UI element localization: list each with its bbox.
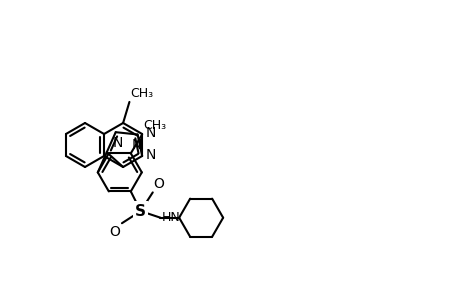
Text: HN: HN bbox=[161, 211, 180, 224]
Text: N: N bbox=[112, 136, 123, 150]
Text: CH₃: CH₃ bbox=[143, 119, 166, 133]
Text: CH₃: CH₃ bbox=[130, 87, 153, 100]
Text: N: N bbox=[145, 126, 155, 140]
Text: N: N bbox=[131, 139, 141, 152]
Text: O: O bbox=[153, 177, 164, 191]
Text: O: O bbox=[109, 225, 120, 239]
Text: N: N bbox=[145, 148, 155, 162]
Text: S: S bbox=[135, 204, 146, 219]
